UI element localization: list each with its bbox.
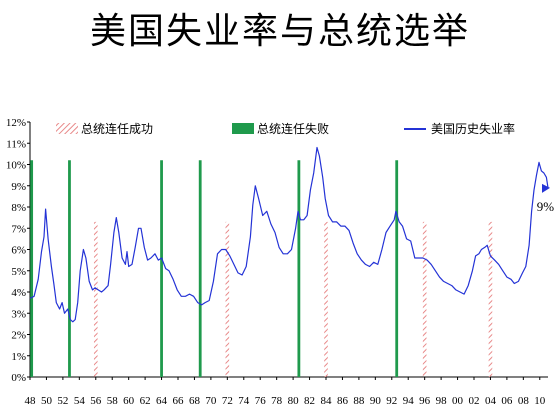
legend-label: 总统连任失败 [257, 121, 329, 136]
annotations: 9% [537, 199, 555, 214]
x-tick-label: 08 [518, 395, 530, 407]
x-tick-label: 02 [469, 395, 480, 407]
series-group [29, 146, 550, 323]
x-tick-label: 86 [337, 395, 349, 407]
y-tick-label: 12% [6, 117, 26, 129]
reelection-success-bar [422, 221, 427, 377]
x-tick-label: 48 [25, 395, 37, 407]
reelection-failure-bar [297, 160, 301, 377]
x-tick-label: 94 [403, 395, 415, 407]
x-tick-label: 96 [419, 395, 431, 407]
chart-title: 美国失业率与总统选举 [89, 11, 470, 52]
x-tick-label: 90 [370, 395, 382, 407]
x-tick-label: 10 [534, 395, 546, 407]
election-markers [30, 160, 493, 377]
x-tick-label: 60 [123, 395, 135, 407]
chart-legend: 总统连任成功 总统连任失败 美国历史失业率 [56, 121, 515, 136]
x-tick-label: 00 [452, 395, 464, 407]
y-tick-label: 2% [11, 330, 26, 342]
reelection-failure-bar [30, 160, 34, 377]
legend-label: 总统连任成功 [81, 121, 153, 136]
legend-swatch-failure [232, 123, 254, 134]
x-tick-label: 68 [189, 395, 201, 407]
unemployment-line [29, 146, 549, 323]
reelection-failure-bar [198, 160, 202, 377]
y-tick-label: 4% [11, 287, 26, 299]
x-tick-label: 88 [353, 395, 365, 407]
x-tick-label: 98 [436, 395, 448, 407]
y-tick-label: 1% [11, 351, 26, 363]
x-tick-label: 54 [74, 395, 86, 407]
reelection-success-bar [488, 221, 493, 377]
x-tick-label: 56 [90, 395, 102, 407]
x-tick-label: 80 [288, 395, 300, 407]
y-tick-label: 5% [11, 266, 26, 278]
y-tick-label: 8% [11, 202, 26, 214]
reelection-failure-bar [395, 160, 399, 377]
reelection-failure-bar [68, 160, 71, 377]
axes-group: 0% 1% 2% 3% 4% 5% 6% 7% 8% 9% 10% 11% 12% 48 50 52 54 56 5… [6, 117, 548, 407]
y-tick-label: 6% [11, 245, 26, 257]
x-tick-label: 62 [140, 395, 151, 407]
x-tick-label: 92 [386, 395, 397, 407]
reelection-success-bar [93, 221, 98, 377]
x-tick-label: 74 [238, 395, 250, 407]
reelection-success-bar [324, 221, 328, 377]
x-tick-label: 64 [156, 395, 168, 407]
x-tick-label: 78 [271, 395, 283, 407]
x-tick-label: 04 [485, 395, 497, 407]
x-tick-label: 70 [205, 395, 217, 407]
x-tick-label: 66 [173, 395, 185, 407]
y-tick-label: 10% [6, 160, 26, 172]
y-tick-label: 3% [11, 308, 26, 320]
x-tick-label: 50 [41, 395, 53, 407]
x-tick-label: 84 [321, 395, 333, 407]
y-tick-label: 9% [11, 181, 26, 193]
x-tick-label: 82 [304, 395, 315, 407]
y-tick-label: 7% [11, 223, 26, 235]
annotation-label: 9% [537, 199, 555, 214]
series-end-marker [542, 183, 550, 193]
x-tick-label: 58 [107, 395, 119, 407]
legend-label: 美国历史失业率 [431, 121, 515, 136]
y-tick-label: 0% [11, 372, 26, 384]
x-tick-label: 06 [501, 395, 513, 407]
y-tick-label: 11% [6, 138, 26, 150]
reelection-success-bar [225, 221, 230, 377]
reelection-failure-bar [160, 160, 163, 377]
legend-swatch-success [56, 123, 78, 134]
x-tick-label: 72 [222, 395, 233, 407]
x-tick-label: 76 [255, 395, 267, 407]
x-tick-label: 52 [57, 395, 68, 407]
